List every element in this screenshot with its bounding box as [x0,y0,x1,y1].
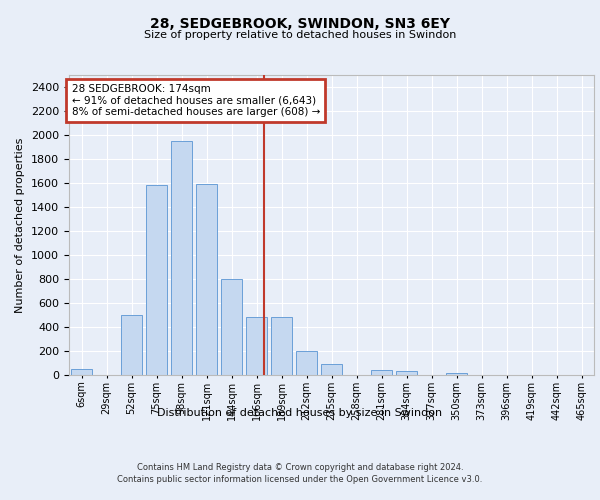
Bar [171,141,192,375]
Bar [271,318,292,375]
Text: 28 SEDGEBROOK: 174sqm
← 91% of detached houses are smaller (6,643)
8% of semi-de: 28 SEDGEBROOK: 174sqm ← 91% of detached … [71,84,320,117]
Bar [321,364,342,375]
Text: Size of property relative to detached houses in Swindon: Size of property relative to detached ho… [144,30,456,40]
Bar [71,369,92,375]
Bar [221,279,242,375]
Bar [371,370,392,375]
Bar [246,318,267,375]
Bar [146,186,167,375]
Text: 28, SEDGEBROOK, SWINDON, SN3 6EY: 28, SEDGEBROOK, SWINDON, SN3 6EY [150,18,450,32]
Bar [121,315,142,375]
Y-axis label: Number of detached properties: Number of detached properties [16,138,25,312]
Text: Contains HM Land Registry data © Crown copyright and database right 2024.: Contains HM Land Registry data © Crown c… [137,462,463,471]
Bar [296,351,317,375]
Text: Contains public sector information licensed under the Open Government Licence v3: Contains public sector information licen… [118,475,482,484]
Text: Distribution of detached houses by size in Swindon: Distribution of detached houses by size … [157,408,443,418]
Bar [446,372,467,375]
Bar [396,372,417,375]
Bar [196,184,217,375]
